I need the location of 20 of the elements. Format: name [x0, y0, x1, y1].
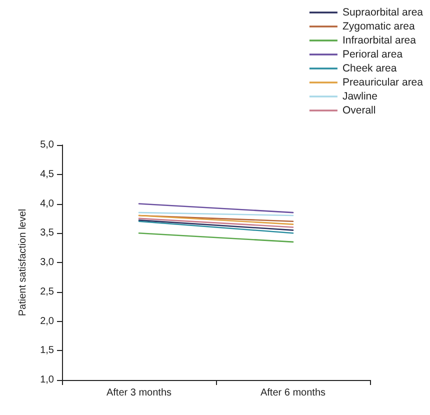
- x-tick-label: After 6 months: [260, 388, 326, 398]
- y-axis-title: Patient satisfaction level: [18, 208, 28, 316]
- legend-label: Cheek area: [342, 62, 397, 74]
- legend-label: Perioral area: [342, 48, 403, 60]
- y-tick-label: 2,5: [40, 286, 54, 298]
- legend-label: Infraorbital area: [342, 34, 416, 46]
- y-tick-label: 4,0: [40, 198, 54, 210]
- y-tick-label: 4,5: [40, 168, 54, 180]
- x-tick-label: After 3 months: [106, 388, 172, 398]
- y-tick-label: 3,5: [40, 228, 54, 239]
- legend-label: Overall: [342, 104, 376, 116]
- legend-label: Supraorbital area: [342, 6, 424, 18]
- legend-label: Zygomatic area: [342, 20, 415, 32]
- y-tick-label: 1,5: [40, 345, 54, 356]
- legend-label: Jawline: [342, 90, 378, 102]
- y-tick-label: 1,0: [40, 374, 54, 386]
- legend-label: Preauricular area: [342, 76, 424, 88]
- y-tick-label: 2,0: [40, 316, 54, 327]
- y-tick-label: 5,0: [40, 140, 54, 150]
- y-tick-label: 3,0: [40, 257, 54, 268]
